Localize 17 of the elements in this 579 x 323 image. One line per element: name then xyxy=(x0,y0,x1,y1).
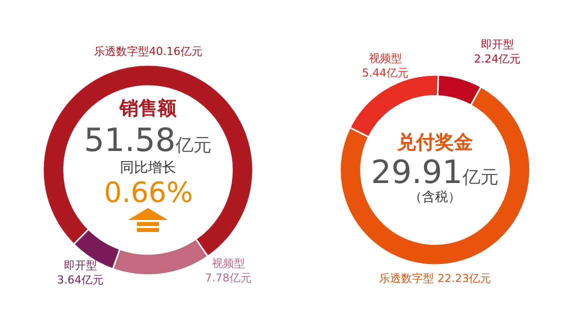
data-label: 5.44亿元 xyxy=(362,66,408,80)
text: 0.66% xyxy=(104,176,193,209)
text: （含税） xyxy=(409,190,461,205)
slice-label: 乐透数字型 22.23亿元 xyxy=(379,272,491,285)
data-label: 2.24亿元 xyxy=(474,52,520,66)
slice-label: 视频型 xyxy=(368,52,402,65)
data-label: 3.64亿元 xyxy=(57,273,104,286)
slice-label: 视频型 xyxy=(212,257,245,270)
slice-label: 乐透数字型40.16亿元 xyxy=(94,45,202,58)
text: 29.91亿元 xyxy=(371,153,499,191)
data-label: 7.78亿元 xyxy=(205,271,252,284)
text: 51.58亿元 xyxy=(84,121,212,159)
slice-label: 即开型 xyxy=(64,259,97,272)
slice-label: 即开型 xyxy=(480,38,514,51)
text: 同比增长 xyxy=(120,160,176,176)
text: 销售额 xyxy=(118,98,178,120)
text: 兑付奖金 xyxy=(396,132,473,154)
